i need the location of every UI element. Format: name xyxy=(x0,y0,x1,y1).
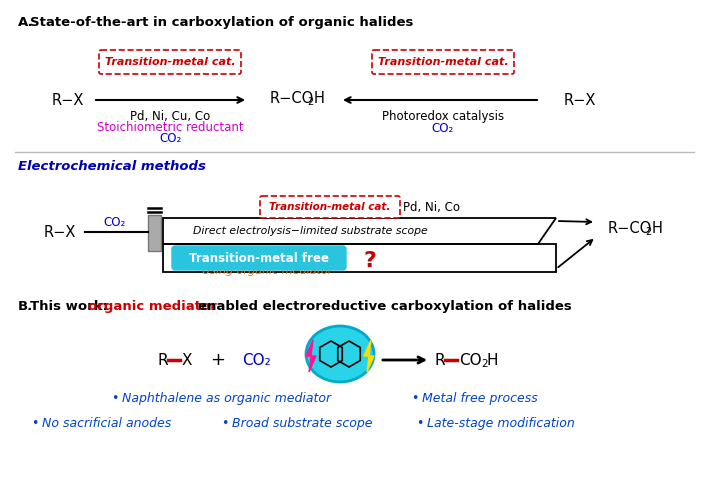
Text: 2: 2 xyxy=(481,359,488,369)
Text: R−X: R−X xyxy=(564,93,596,107)
Text: Photoredox catalysis: Photoredox catalysis xyxy=(382,110,504,123)
Text: H: H xyxy=(314,91,325,105)
Ellipse shape xyxy=(306,326,374,382)
Text: R−X: R−X xyxy=(52,93,84,107)
Text: 2: 2 xyxy=(307,97,313,107)
Text: R−CO: R−CO xyxy=(608,220,652,236)
Text: Direct electrolysis−limited substrate scope: Direct electrolysis−limited substrate sc… xyxy=(193,226,428,236)
Text: 2: 2 xyxy=(645,227,652,237)
Text: •: • xyxy=(221,416,229,430)
Text: Using organic mediator: Using organic mediator xyxy=(202,266,333,276)
Text: State-of-the-art in carboxylation of organic halides: State-of-the-art in carboxylation of org… xyxy=(30,16,413,29)
Polygon shape xyxy=(306,340,316,372)
Text: Pd, Ni, Cu, Co: Pd, Ni, Cu, Co xyxy=(130,110,210,123)
Text: No sacrificial anodes: No sacrificial anodes xyxy=(42,416,172,430)
Text: Broad substrate scope: Broad substrate scope xyxy=(232,416,372,430)
Text: Transition-metal cat.: Transition-metal cat. xyxy=(269,202,391,212)
Text: Transition-metal free: Transition-metal free xyxy=(189,251,329,265)
Text: CO: CO xyxy=(459,352,481,368)
Text: H: H xyxy=(652,220,663,236)
Text: R: R xyxy=(157,352,168,368)
Text: R−CO: R−CO xyxy=(270,91,314,105)
Text: •: • xyxy=(411,392,419,405)
Text: CO₂: CO₂ xyxy=(104,216,126,228)
Text: enabled electroreductive carboxylation of halides: enabled electroreductive carboxylation o… xyxy=(198,300,571,313)
Text: CO₂: CO₂ xyxy=(432,122,454,135)
Text: Naphthalene as organic mediator: Naphthalene as organic mediator xyxy=(122,392,331,405)
Text: Stoichiometric reductant: Stoichiometric reductant xyxy=(96,121,243,134)
FancyBboxPatch shape xyxy=(260,196,400,218)
Text: This work:: This work: xyxy=(30,300,108,313)
Text: Pd, Ni, Co: Pd, Ni, Co xyxy=(403,200,460,214)
Text: Metal free process: Metal free process xyxy=(422,392,537,405)
Text: •: • xyxy=(111,392,118,405)
Text: B.: B. xyxy=(18,300,33,313)
Text: •: • xyxy=(416,416,424,430)
Text: Electrochemical methods: Electrochemical methods xyxy=(18,160,206,173)
Text: Transition-metal cat.: Transition-metal cat. xyxy=(105,57,235,67)
Text: organic mediator: organic mediator xyxy=(88,300,217,313)
Text: +: + xyxy=(211,351,225,369)
FancyBboxPatch shape xyxy=(372,50,514,74)
Text: CO₂: CO₂ xyxy=(159,132,181,145)
Text: CO₂: CO₂ xyxy=(242,352,271,368)
FancyBboxPatch shape xyxy=(172,246,346,270)
Text: A.: A. xyxy=(18,16,33,29)
Text: ?: ? xyxy=(364,251,376,271)
Text: Late-stage modification: Late-stage modification xyxy=(427,416,575,430)
FancyBboxPatch shape xyxy=(99,50,241,74)
Text: H: H xyxy=(487,352,498,368)
Text: X: X xyxy=(182,352,193,368)
Text: R: R xyxy=(435,352,445,368)
Text: Transition-metal cat.: Transition-metal cat. xyxy=(378,57,508,67)
Text: •: • xyxy=(31,416,39,430)
FancyBboxPatch shape xyxy=(148,215,161,251)
Polygon shape xyxy=(364,340,374,372)
Text: R−X: R−X xyxy=(44,224,76,240)
